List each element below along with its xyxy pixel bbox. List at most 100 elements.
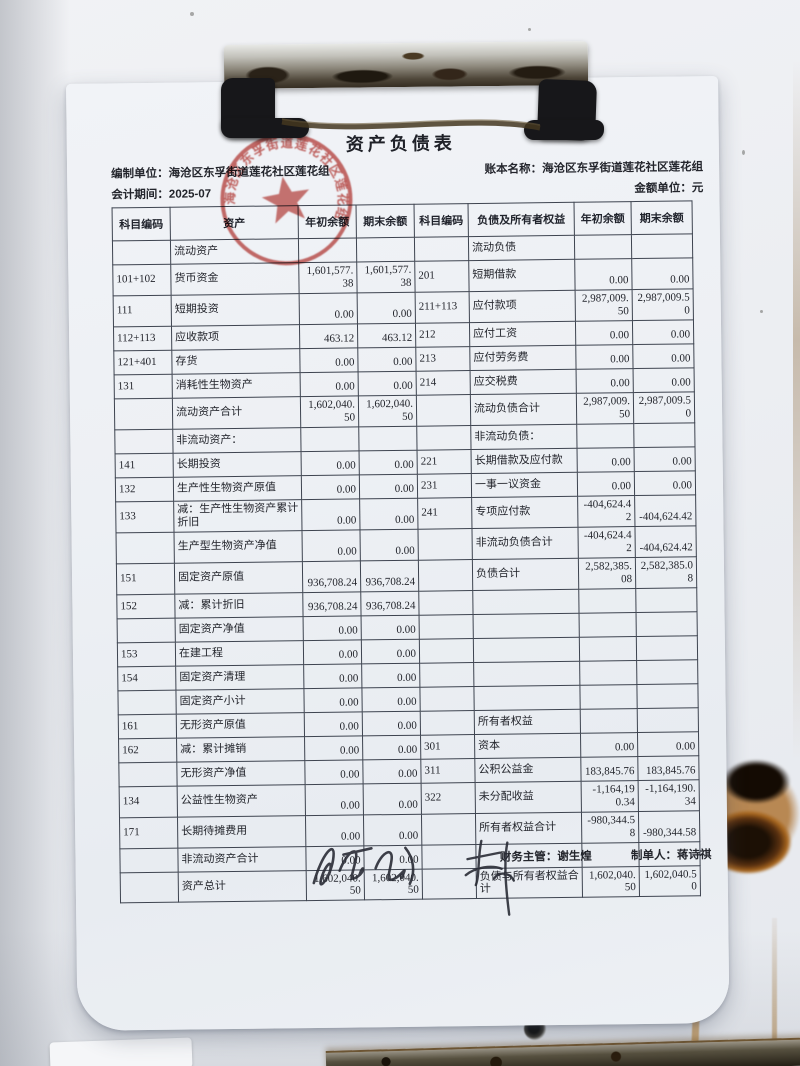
table-cell: 短期借款 bbox=[468, 259, 576, 292]
table-cell: 101+102 bbox=[112, 264, 172, 296]
column-header: 年初余额 bbox=[574, 201, 632, 236]
table-cell: 161 bbox=[118, 713, 177, 739]
table-cell: 0.00 bbox=[301, 498, 360, 531]
table-cell bbox=[418, 559, 473, 591]
table-cell: 0.00 bbox=[358, 371, 417, 396]
table-cell: 减：生产性生物资产累计折旧 bbox=[173, 499, 302, 532]
table-cell: 0.00 bbox=[632, 343, 695, 369]
document-paper: 资产负债表 编制单位：海沧区东孚街道莲花社区莲花组 账本名称：海沧区东孚街道莲花… bbox=[66, 76, 730, 1031]
table-cell: 0.00 bbox=[574, 258, 633, 291]
table-cell: 2,582,385.08 bbox=[578, 557, 636, 589]
table-cell bbox=[117, 617, 176, 643]
table-cell: 0.00 bbox=[576, 368, 634, 394]
preparer-label: 制单人：蒋诗祺 bbox=[630, 849, 712, 863]
table-cell bbox=[419, 614, 474, 639]
table-cell: 0.00 bbox=[305, 783, 364, 816]
table-cell: 应收款项 bbox=[171, 324, 300, 351]
table-cell: 0.00 bbox=[359, 498, 418, 530]
table-cell bbox=[114, 429, 174, 454]
table-cell: 2,582,385.08 bbox=[635, 556, 697, 589]
clipboard-clip-bar bbox=[223, 41, 589, 89]
table-cell bbox=[636, 635, 698, 661]
table-cell: 0.00 bbox=[361, 614, 420, 640]
table-cell: 213 bbox=[415, 346, 471, 372]
table-cell: 应付款项 bbox=[469, 290, 576, 323]
table-cell: 231 bbox=[417, 473, 472, 499]
table-cell: 非流动负债： bbox=[470, 424, 578, 450]
table-cell bbox=[633, 422, 696, 448]
official-seal-stamp: 海沧区东孚街道莲花社区莲花组 bbox=[212, 125, 355, 266]
table-cell: 0.00 bbox=[362, 734, 421, 760]
table-cell: 在建工程 bbox=[175, 640, 304, 666]
wall-speck bbox=[760, 310, 763, 313]
table-cell: 负债合计 bbox=[472, 557, 579, 591]
table-cell: 1,602,040.50 bbox=[639, 865, 701, 897]
clip-rubber-foot-left bbox=[221, 118, 309, 138]
table-cell: 资产总计 bbox=[178, 870, 307, 903]
table-cell bbox=[580, 708, 638, 733]
table-cell: 141 bbox=[115, 453, 174, 478]
table-cell: -404,624.42 bbox=[577, 495, 635, 528]
table-cell bbox=[473, 612, 580, 639]
table-cell: 0.00 bbox=[299, 347, 359, 373]
balance-sheet-table: 科目编码 资产 年初余额 期末余额 科目编码 负债及所有者权益 年初余额 期末余额 流动资产流… bbox=[112, 200, 701, 904]
table-cell bbox=[579, 684, 638, 709]
table-cell: -1,164,190.34 bbox=[638, 779, 700, 812]
table-cell: 0.00 bbox=[361, 662, 420, 688]
table-cell bbox=[635, 587, 698, 613]
table-cell: 0.00 bbox=[631, 257, 694, 290]
table-cell bbox=[419, 686, 475, 711]
table-cell bbox=[579, 612, 637, 637]
table-cell: 214 bbox=[416, 370, 471, 396]
table-cell: 936,708.24 bbox=[302, 591, 362, 617]
table-cell bbox=[631, 233, 693, 259]
table-cell: 183,845.76 bbox=[637, 755, 700, 781]
table-cell: 消耗性生物资产 bbox=[172, 372, 301, 399]
column-header: 期末余额 bbox=[631, 200, 693, 235]
table-cell bbox=[112, 240, 171, 265]
table-cell: 长期投资 bbox=[173, 451, 302, 478]
table-cell bbox=[419, 662, 474, 687]
table-cell: 2,987,009.50 bbox=[633, 391, 695, 424]
table-cell: 221 bbox=[417, 449, 472, 475]
table-cell: 0.00 bbox=[577, 447, 635, 473]
table-cell: 0.00 bbox=[575, 344, 634, 370]
book-name-label: 账本名称：海沧区东孚街道莲花社区莲花组 bbox=[484, 161, 704, 176]
table-cell: 112+113 bbox=[113, 326, 172, 351]
table-cell: 0.00 bbox=[363, 782, 422, 815]
table-cell bbox=[416, 425, 472, 451]
table-cell: 短期投资 bbox=[171, 293, 300, 327]
table-cell: 0.00 bbox=[362, 710, 421, 736]
table-cell: 162 bbox=[118, 737, 177, 763]
table-cell: 资本 bbox=[474, 732, 581, 759]
table-cell bbox=[419, 638, 474, 663]
table-cell: 183,845.76 bbox=[580, 756, 639, 781]
table-cell: 0.00 bbox=[299, 292, 358, 325]
table-cell: 0.00 bbox=[361, 686, 421, 712]
table-cell bbox=[473, 636, 580, 663]
clip-rubber-foot-right bbox=[524, 120, 604, 140]
table-cell: 0.00 bbox=[303, 615, 362, 641]
table-cell bbox=[120, 871, 179, 904]
rust-drip bbox=[772, 918, 777, 1066]
table-cell: 463.12 bbox=[299, 323, 358, 349]
table-cell: 0.00 bbox=[300, 371, 359, 397]
table-cell bbox=[358, 426, 418, 451]
table-cell: 0.00 bbox=[359, 450, 418, 475]
table-cell: 0.00 bbox=[362, 758, 422, 784]
table-cell: 0.00 bbox=[359, 528, 419, 561]
table-cell: 0.00 bbox=[577, 471, 635, 497]
table-cell bbox=[116, 531, 175, 564]
table-cell: 无形资产原值 bbox=[176, 712, 305, 738]
wall-speck bbox=[528, 28, 531, 31]
table-cell: 131 bbox=[114, 374, 173, 399]
table-cell: -404,624.42 bbox=[634, 525, 697, 558]
table-cell: 2,987,009.50 bbox=[632, 288, 694, 321]
table-cell bbox=[579, 660, 637, 685]
column-header: 负债及所有者权益 bbox=[468, 202, 575, 237]
amount-unit-label: 金额单位：元 bbox=[634, 182, 704, 196]
table-cell: 0.00 bbox=[632, 319, 694, 345]
table-cell: 无形资产净值 bbox=[176, 760, 306, 786]
meta-row-2: 会计期间：2025-07 金额单位：元 bbox=[111, 179, 703, 202]
